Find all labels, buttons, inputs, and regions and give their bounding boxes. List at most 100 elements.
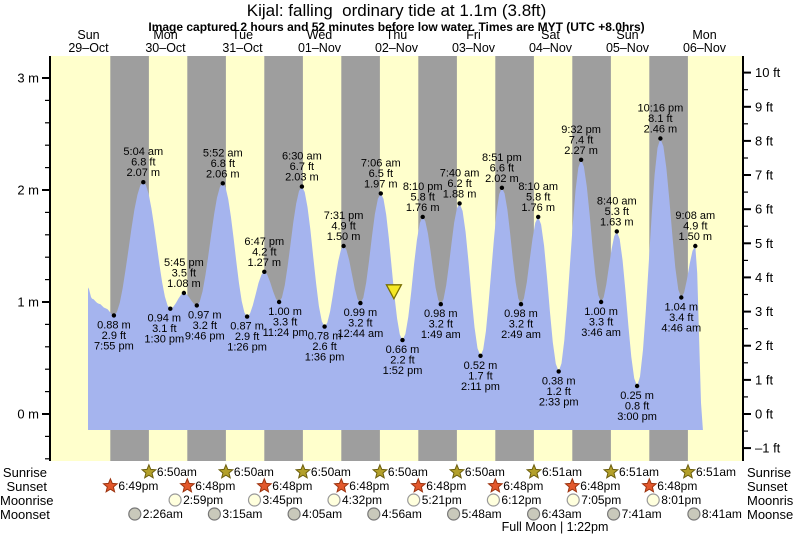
axis-tick-label-m: 0 m [17, 407, 39, 422]
tide-label-line: 3:00 pm [617, 411, 657, 423]
tide-event-dot [614, 229, 619, 234]
sunrise-icon [679, 463, 697, 479]
sunset-icon [410, 477, 427, 493]
tide-label-line: 1:52 pm [383, 365, 423, 377]
tide-event-dot [598, 299, 604, 305]
tide-label-line: 3.1 ft [152, 323, 176, 335]
sunrise-icon [294, 463, 312, 479]
day-date: 04–Nov [529, 41, 573, 55]
sunset-icon [179, 477, 196, 493]
sunset-time: 6:48pm [349, 479, 389, 493]
tide-label-line: 2.9 ft [235, 331, 259, 343]
tide-label-line: 9:08 am [675, 210, 715, 222]
sunrise-icon [140, 463, 158, 479]
sunset-icon [102, 477, 119, 493]
tide-label-line: 3.3 ft [273, 317, 297, 329]
axis-tick-label-m: 3 m [17, 71, 39, 86]
tide-event-dot [299, 184, 305, 189]
tide-event-dot [358, 300, 363, 306]
tide-label-line: 6:47 pm [244, 236, 284, 248]
tide-label-line: 1:36 pm [305, 352, 345, 364]
tide-low-label: 0.87 m2.9 ft1:26 pm [227, 321, 267, 354]
axis-tick-label-m: 2 m [17, 183, 39, 198]
sunset-time: 6:48pm [272, 479, 312, 493]
tide-high-label: 5:04 am6.8 ft2.07 m [123, 146, 163, 179]
moonset-time: 4:56am [382, 507, 422, 521]
moonset-icon [287, 507, 301, 521]
tide-label-line: 5:45 pm [164, 257, 204, 269]
tide-high-label: 8:40 am5.3 ft1.63 m [597, 195, 637, 228]
tide-event-dot [556, 369, 561, 374]
day-date: 03–Nov [452, 41, 496, 55]
tide-label-line: 8:40 am [597, 195, 637, 207]
tide-label-line: 4.9 ft [683, 221, 707, 233]
astro-row-label-sunrise-left: Sunrise [2, 465, 47, 480]
tide-label-line: 7:06 am [361, 157, 401, 169]
tide-label-line: 1.00 m [268, 306, 302, 318]
tide-label-line: 4.2 ft [252, 246, 276, 258]
tide-event-dot [111, 313, 117, 318]
moonset-time: 3:15am [222, 507, 262, 521]
moonrise-icon [646, 493, 660, 507]
tide-event-dot [276, 299, 282, 305]
moonset-icon [367, 507, 381, 521]
tide-label-line: 2:11 pm [461, 381, 500, 393]
day-date: 30–Oct [145, 41, 186, 55]
tide-event-dot [400, 337, 405, 343]
tide-label-line: 2.46 m [644, 124, 678, 136]
tide-label-line: 1.04 m [664, 302, 698, 314]
tide-label-line: 2.6 ft [312, 341, 336, 353]
tide-label-line: 9:46 pm [185, 330, 225, 342]
tide-label-line: 0.99 m [344, 307, 378, 319]
axis-tick-label-ft: 3 ft [755, 304, 773, 319]
tide-high-label: 8:51 pm6.6 ft2.02 m [482, 152, 522, 185]
now-marker-icon [385, 284, 403, 301]
sunset-icon [641, 477, 658, 493]
tide-label-line: 1.00 m [584, 306, 618, 318]
day-date: 31–Oct [222, 41, 263, 55]
tide-high-label: 7:31 pm4.9 ft1.50 m [324, 210, 364, 243]
astro-row-label-sunrise-right: Sunrise [747, 465, 792, 480]
tide-label-line: 9:32 pm [561, 124, 601, 136]
astro-row-label-sunset-left: Sunset [6, 479, 47, 494]
tide-label-line: 1:49 am [421, 329, 461, 341]
sunrise-time: 6:50am [234, 465, 274, 479]
tide-event-dot [168, 306, 173, 311]
day-date: 06–Nov [683, 41, 727, 55]
tide-label-line: 0.8 ft [625, 401, 649, 413]
tide-label-line: 1:30 pm [144, 334, 184, 346]
tide-event-dot [457, 201, 462, 206]
moonrise-icon [247, 493, 262, 507]
tide-label-line: 12:44 am [337, 328, 383, 340]
tide-label-line: 2:49 am [501, 329, 541, 341]
day-date: 02–Nov [375, 41, 419, 55]
moonrise-time: 8:01pm [661, 493, 701, 507]
moonset-time: 7:41am [622, 507, 662, 521]
day-name: Sun [77, 28, 99, 42]
tide-label-line: 0.25 m [620, 390, 654, 402]
axis-tick-label-ft: 6 ft [755, 202, 773, 217]
tide-label-line: 0.98 m [424, 308, 458, 320]
tide-event-dot [578, 157, 584, 162]
axis-tick-label-ft: 2 ft [755, 338, 773, 353]
tide-label-line: 6:30 am [282, 151, 322, 163]
sunset-icon [333, 477, 350, 493]
sunrise-icon [448, 463, 466, 479]
tide-label-line: 0.66 m [386, 344, 420, 356]
tide-label-line: 0.78 m [308, 331, 342, 343]
axis-tick-label-m: 1 m [17, 295, 39, 310]
moonrise-icon [486, 493, 500, 507]
moonrise-time: 2:59pm [183, 493, 223, 507]
day-date: 29–Oct [68, 41, 109, 55]
sunset-time: 6:49pm [118, 479, 158, 493]
day-name: Wed [307, 28, 333, 42]
axis-tick-label-ft: 9 ft [755, 99, 773, 114]
tide-event-dot [341, 243, 346, 249]
tide-low-label: 1.04 m3.4 ft4:46 am [661, 302, 701, 335]
